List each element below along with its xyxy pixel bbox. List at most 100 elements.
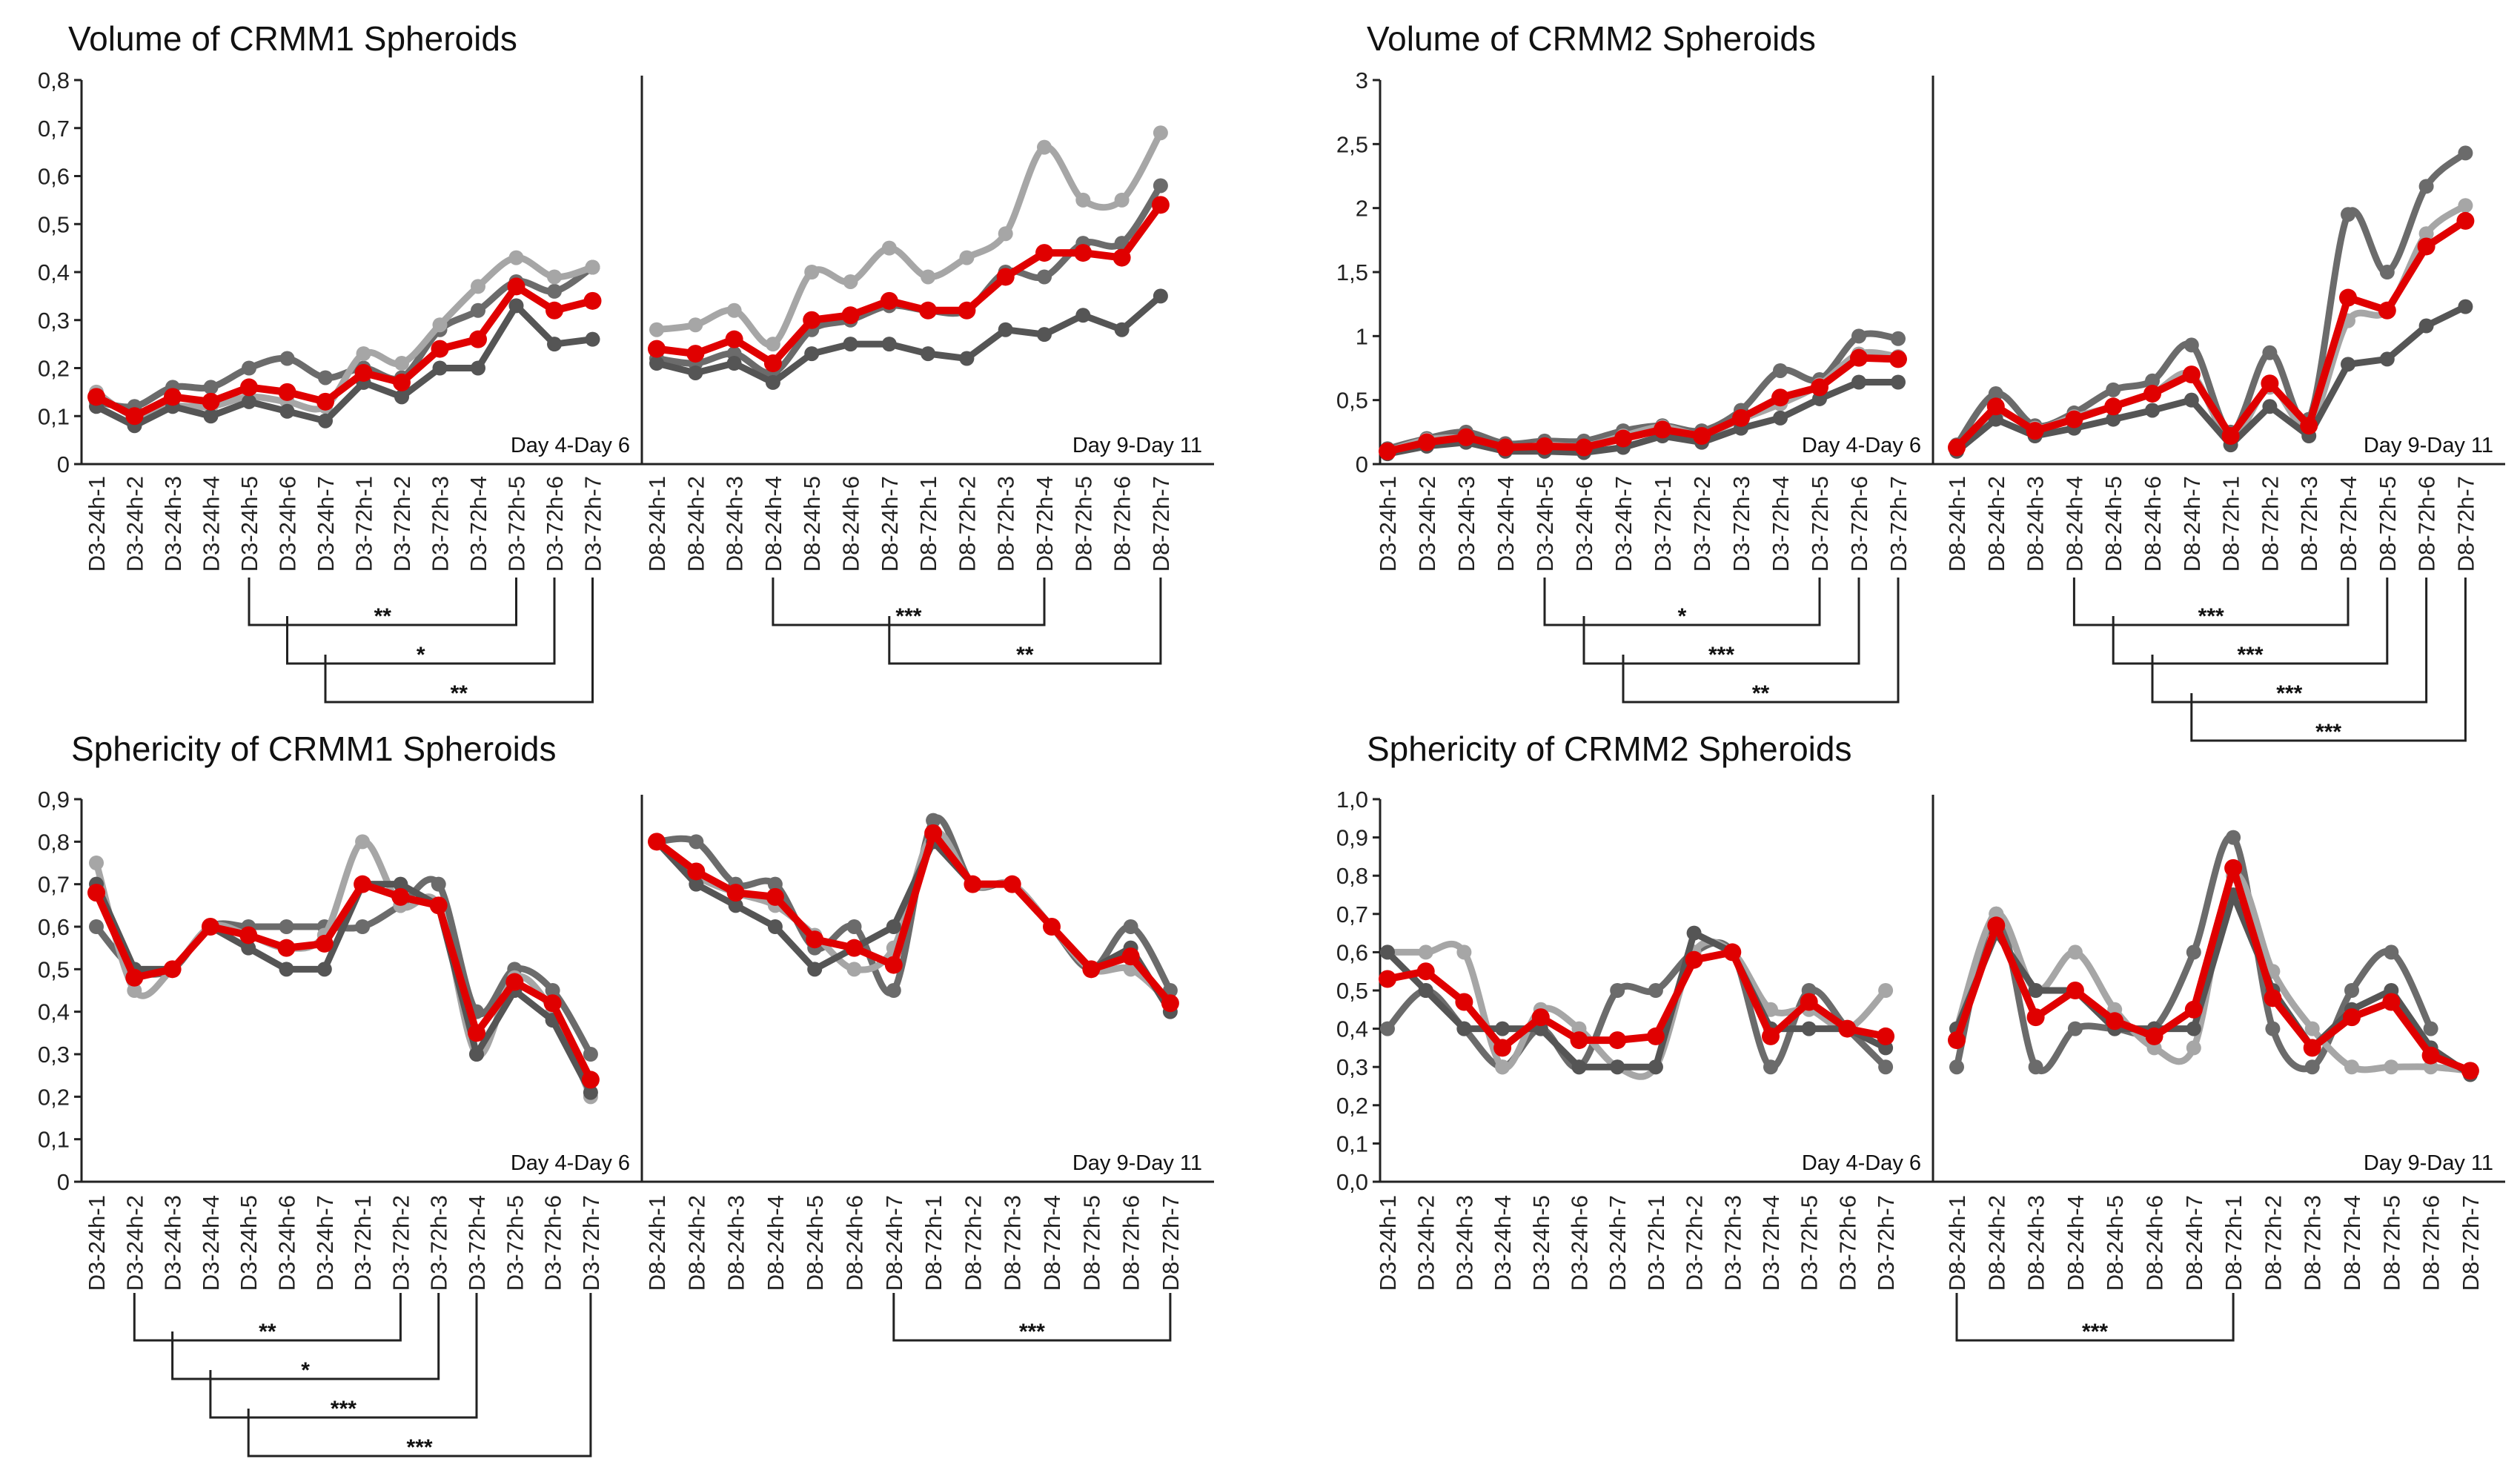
period-label: Day 9-Day 11 <box>1072 1151 1202 1175</box>
data-point-replicate-2 <box>1037 139 1052 155</box>
data-point-mean <box>2378 301 2396 320</box>
data-point-replicate-3 <box>318 413 333 429</box>
x-tick-label: D8-24h-5 <box>799 476 825 572</box>
data-point-replicate-1 <box>2265 1021 2281 1036</box>
data-point-replicate-3 <box>2262 399 2278 414</box>
significance-label: *** <box>2237 643 2263 667</box>
x-tick-label: D8-72h-6 <box>1110 476 1135 572</box>
data-point-mean <box>2026 422 2044 440</box>
x-tick-label: D8-72h-3 <box>2296 476 2322 572</box>
data-point-replicate-3 <box>393 876 408 892</box>
data-point-mean <box>1646 1027 1665 1045</box>
x-tick-label: D8-72h-6 <box>2418 1195 2444 1291</box>
x-tick-label: D8-24h-5 <box>2102 1195 2128 1291</box>
data-point-replicate-1 <box>2344 983 2359 998</box>
significance-label: ** <box>1752 681 1770 706</box>
data-point-replicate-3 <box>547 337 562 352</box>
data-point-replicate-1 <box>1988 386 2003 402</box>
significance-label: *** <box>895 604 921 629</box>
data-point-mean <box>543 994 562 1013</box>
data-point-mean <box>581 1071 600 1089</box>
data-point-replicate-3 <box>469 1047 484 1062</box>
x-tick-label: D3-24h-6 <box>274 1195 300 1291</box>
x-tick-label: D3-72h-3 <box>1720 1195 1745 1291</box>
x-tick-label: D3-24h-7 <box>313 476 339 572</box>
x-tick-label: D3-72h-2 <box>389 476 415 572</box>
period-label: Day 9-Day 11 <box>2364 434 2493 457</box>
data-point-mean <box>2339 288 2357 307</box>
data-point-mean <box>1121 947 1140 966</box>
data-point-mean <box>1161 994 1179 1013</box>
data-point-mean <box>2421 1046 2440 1065</box>
data-point-mean <box>393 373 411 391</box>
y-tick-label: 0,5 <box>38 956 70 982</box>
data-point-replicate-3 <box>1114 322 1130 337</box>
significance-label: ** <box>259 1320 276 1344</box>
y-tick-label: 0,5 <box>1336 388 1368 414</box>
significance-bracket <box>2072 578 2350 626</box>
data-point-mean <box>1536 437 1554 455</box>
x-tick-label: D3-72h-3 <box>1728 476 1754 572</box>
data-point-mean <box>803 311 821 329</box>
significance-bracket <box>1955 1293 2235 1342</box>
x-tick-label: D8-24h-6 <box>2142 1195 2168 1291</box>
y-tick-label: 0,3 <box>38 1042 70 1068</box>
data-point-replicate-1 <box>926 813 941 828</box>
data-point-replicate-3 <box>279 962 294 977</box>
data-point-replicate-1 <box>242 360 256 376</box>
series-line-replicate-2 <box>1953 202 2469 452</box>
x-tick-label: D8-72h-4 <box>2335 476 2361 572</box>
data-point-replicate-3 <box>886 919 901 934</box>
x-tick-label: D3-72h-2 <box>388 1195 414 1291</box>
data-point-replicate-1 <box>203 380 219 395</box>
data-point-mean <box>505 973 524 991</box>
data-point-replicate-2 <box>2067 944 2083 960</box>
y-tick-label: 0 <box>57 1169 70 1195</box>
data-point-replicate-3 <box>1773 410 1788 426</box>
x-tick-label: D3-72h-3 <box>428 476 454 572</box>
data-point-mean <box>1986 397 2005 416</box>
data-point-replicate-3 <box>765 374 780 390</box>
data-point-mean <box>1800 993 1818 1011</box>
data-point-replicate-2 <box>726 302 742 318</box>
data-point-replicate-2 <box>1763 1002 1778 1017</box>
segment-1: Day 4-Day 6 D3-24h-1 D3-24h-2 D3-24h-3 D3-24… <box>1375 328 1921 572</box>
data-point-mean <box>2104 397 2123 416</box>
y-tick-label: 0,9 <box>38 787 70 813</box>
data-point-replicate-1 <box>2379 265 2395 279</box>
data-point-replicate-1 <box>1851 328 1866 344</box>
x-tick-label: D8-72h-2 <box>2257 476 2283 572</box>
x-tick-label: D3-24h-3 <box>1451 1195 1477 1291</box>
data-point-replicate-2 <box>1114 192 1130 208</box>
data-point-mean <box>648 340 666 358</box>
significance-label: *** <box>2082 1320 2108 1344</box>
data-point-replicate-1 <box>2226 830 2241 845</box>
significance-bracket <box>1622 578 1900 704</box>
x-tick-label: D3-24h-2 <box>1414 476 1440 572</box>
data-point-mean <box>87 388 105 406</box>
x-tick-label: D3-24h-5 <box>1532 476 1558 572</box>
data-point-replicate-2 <box>881 240 897 256</box>
data-point-mean <box>1732 408 1750 427</box>
data-point-replicate-1 <box>2418 179 2434 194</box>
data-point-replicate-1 <box>547 283 562 299</box>
data-point-mean <box>766 887 784 906</box>
y-tick-label: 0,2 <box>38 356 70 382</box>
data-point-mean <box>1838 1019 1857 1038</box>
x-tick-label: D3-72h-6 <box>1834 1195 1860 1291</box>
data-point-mean <box>806 930 824 949</box>
data-point-mean <box>2221 427 2240 446</box>
segment-1: Day 4-Day 6 D3-24h-1 D3-24h-2 D3-24h-3 D3-24… <box>84 834 630 1291</box>
data-point-mean <box>1762 1027 1780 1045</box>
data-point-replicate-1 <box>2458 145 2473 161</box>
x-tick-label: D3-72h-7 <box>1873 1195 1899 1291</box>
significance-label: ** <box>374 604 392 629</box>
segment-2: Day 9-Day 11 D8-24h-1 D8-24h-2 D8-24h-3 D8-2… <box>644 813 1202 1291</box>
x-tick-label: D8-72h-5 <box>1078 1195 1104 1291</box>
x-tick-label: D8-24h-2 <box>683 476 709 572</box>
y-tick-label: 0,4 <box>1336 1016 1368 1042</box>
data-point-mean <box>2303 1039 2321 1057</box>
data-point-mean <box>2300 417 2318 435</box>
data-point-replicate-3 <box>1075 308 1091 323</box>
data-point-replicate-3 <box>959 351 975 366</box>
